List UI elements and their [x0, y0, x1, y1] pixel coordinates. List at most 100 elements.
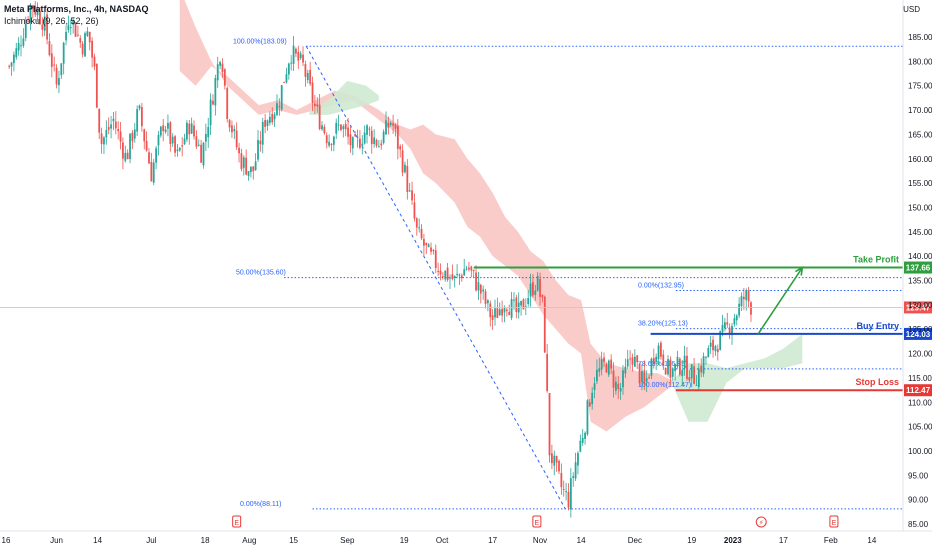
symbol-title: Meta Platforms, Inc., 4h, NASDAQ: [4, 4, 149, 14]
candle-body: [340, 124, 342, 131]
candle-body: [648, 377, 650, 379]
candle-body: [169, 122, 172, 145]
candle-body: [368, 128, 371, 130]
x-tick-label: 14: [577, 536, 586, 545]
candle-body: [529, 283, 532, 297]
candle-body: [404, 164, 406, 173]
x-tick-label: Jun: [50, 536, 63, 545]
candle-body: [69, 27, 72, 29]
candle-body: [408, 190, 411, 192]
candle-body: [299, 53, 302, 59]
candle-body: [389, 122, 392, 125]
candle-body: [304, 64, 307, 77]
candle-body: [193, 125, 195, 137]
candle-body: [354, 134, 357, 137]
x-tick-label: 17: [779, 536, 788, 545]
candle-body: [607, 360, 610, 375]
candle-body: [420, 228, 423, 239]
candle-body: [98, 108, 101, 133]
candle-body: [204, 134, 207, 142]
candle-body: [202, 142, 205, 166]
candle-body: [600, 359, 603, 370]
candle-body: [20, 45, 22, 47]
candle-body: [148, 152, 150, 164]
candle-body: [259, 140, 262, 145]
candle-body: [136, 109, 139, 132]
y-tick-label: 160.00: [908, 155, 932, 164]
candle-body: [250, 166, 252, 173]
candle-body: [522, 299, 525, 310]
candle-body: [726, 322, 729, 325]
candle-body: [472, 269, 475, 271]
price-tag-label: 137.66: [906, 264, 931, 273]
price-tag: [904, 384, 932, 397]
candle-body: [257, 139, 259, 160]
candle-body: [150, 162, 153, 182]
trade-level-name: Take Profit: [853, 255, 899, 265]
candle-body: [441, 276, 444, 278]
candle-body: [503, 307, 506, 313]
price-tag: [904, 327, 932, 340]
candle-body: [31, 5, 34, 9]
candle-body: [700, 365, 703, 373]
projection-arrow: [757, 267, 803, 335]
candle-body: [470, 266, 473, 271]
candle-body: [271, 113, 274, 123]
x-tick-label: 16: [2, 536, 11, 545]
candle-body: [91, 40, 94, 58]
candle-body: [596, 369, 598, 382]
candle-body: [667, 359, 669, 375]
candle-body: [550, 453, 553, 464]
x-tick-label: 19: [400, 536, 409, 545]
candle-body: [697, 368, 700, 388]
y-tick-label: 110.00: [908, 398, 932, 407]
current-price-label: 129.47: [906, 303, 931, 312]
candle-body: [65, 31, 67, 41]
candle-body: [702, 356, 705, 374]
candle-body: [524, 306, 527, 308]
earnings-icon: [532, 515, 542, 528]
x-tick-label: Sep: [340, 536, 355, 545]
candle-body: [382, 131, 385, 144]
candle-body: [451, 274, 454, 280]
fib-label-2: 100.00%(112.47): [638, 382, 691, 389]
candle-body: [437, 270, 440, 272]
candle-body: [453, 275, 456, 279]
candle-body: [254, 161, 257, 170]
candle-body: [140, 107, 143, 127]
candle-body: [29, 4, 32, 23]
candle-body: [735, 315, 738, 321]
candle-body: [119, 131, 122, 142]
candle-body: [603, 357, 605, 362]
candle-body: [53, 64, 56, 66]
fib-label-2: 0.00%(132.95): [638, 282, 684, 289]
candle-body: [176, 149, 179, 152]
candle-body: [295, 48, 297, 54]
candle-body: [624, 366, 627, 374]
event-marker-label: E: [535, 520, 540, 527]
candle-body: [15, 48, 18, 58]
candle-body: [287, 63, 290, 75]
x-tick-label: 19: [687, 536, 696, 545]
candle-body: [693, 366, 695, 384]
candle-body: [126, 152, 129, 160]
candle-body: [93, 56, 96, 67]
candle-body: [373, 137, 376, 144]
candle-body: [167, 122, 169, 129]
candle-body: [197, 144, 200, 146]
candle-body: [143, 129, 146, 142]
candle-body: [323, 126, 326, 134]
candle-body: [605, 364, 608, 373]
candle-body: [560, 472, 563, 488]
x-tick-label: 15: [289, 536, 298, 545]
candle-body: [709, 342, 712, 347]
candle-body: [209, 99, 212, 126]
candle-body: [233, 129, 236, 132]
candle-body: [482, 289, 485, 292]
candle-body: [494, 308, 496, 318]
candle-body: [297, 51, 300, 61]
candle-body: [349, 134, 352, 146]
candle-body: [468, 267, 470, 270]
candle-body: [138, 105, 141, 109]
